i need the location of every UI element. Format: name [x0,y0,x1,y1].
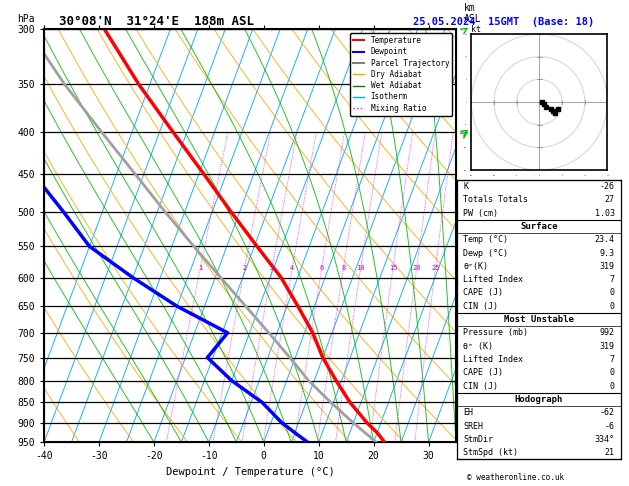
Text: StmSpd (kt): StmSpd (kt) [463,448,518,457]
Text: SREH: SREH [463,421,483,431]
Text: -6: -6 [605,421,615,431]
Text: 10: 10 [357,265,365,272]
Text: 1.03: 1.03 [595,208,615,218]
Text: StmDir: StmDir [463,435,493,444]
Text: PW (cm): PW (cm) [463,208,498,218]
Text: θᵉ (K): θᵉ (K) [463,342,493,351]
Text: kt: kt [471,25,481,34]
Text: 0: 0 [610,302,615,311]
Text: Surface: Surface [520,222,558,231]
Text: Dewp (°C): Dewp (°C) [463,248,508,258]
Text: Hodograph: Hodograph [515,395,563,404]
X-axis label: Dewpoint / Temperature (°C): Dewpoint / Temperature (°C) [165,467,335,477]
Text: Lifted Index: Lifted Index [463,355,523,364]
Text: 23.4: 23.4 [595,235,615,244]
Text: 25.05.2024  15GMT  (Base: 18): 25.05.2024 15GMT (Base: 18) [413,17,594,27]
Text: Temp (°C): Temp (°C) [463,235,508,244]
Text: Totals Totals: Totals Totals [463,195,528,204]
Text: 7: 7 [610,275,615,284]
Text: 2: 2 [243,265,247,272]
Y-axis label: Mixing Ratio (g/kg): Mixing Ratio (g/kg) [479,180,489,292]
Text: 30°08'N  31°24'E  188m ASL: 30°08'N 31°24'E 188m ASL [44,15,254,28]
Text: Pressure (mb): Pressure (mb) [463,329,528,337]
Text: -26: -26 [600,182,615,191]
Text: 25: 25 [431,265,440,272]
Text: 21: 21 [605,448,615,457]
Text: Most Unstable: Most Unstable [504,315,574,324]
Text: 6: 6 [320,265,324,272]
Text: 27: 27 [605,195,615,204]
Text: 992: 992 [600,329,615,337]
Text: CIN (J): CIN (J) [463,302,498,311]
Text: 8: 8 [342,265,345,272]
Text: CAPE (J): CAPE (J) [463,368,503,377]
Text: Lifted Index: Lifted Index [463,275,523,284]
Text: km
ASL: km ASL [464,2,482,24]
Text: CIN (J): CIN (J) [463,382,498,391]
Text: -62: -62 [600,408,615,417]
Legend: Temperature, Dewpoint, Parcel Trajectory, Dry Adiabat, Wet Adiabat, Isotherm, Mi: Temperature, Dewpoint, Parcel Trajectory… [350,33,452,116]
Text: EH: EH [463,408,473,417]
Text: 0: 0 [610,382,615,391]
Text: 319: 319 [600,342,615,351]
Text: 9.3: 9.3 [600,248,615,258]
Text: θᵉ(K): θᵉ(K) [463,262,488,271]
Text: 4: 4 [290,265,294,272]
Text: 3: 3 [270,265,274,272]
Text: 319: 319 [600,262,615,271]
Text: 20: 20 [413,265,421,272]
Text: 1: 1 [198,265,203,272]
Text: 15: 15 [389,265,397,272]
Text: © weatheronline.co.uk: © weatheronline.co.uk [467,473,564,482]
Text: CAPE (J): CAPE (J) [463,288,503,297]
Text: 0: 0 [610,368,615,377]
Text: 0: 0 [610,288,615,297]
Text: hPa: hPa [17,14,35,24]
Text: CL: CL [460,379,472,389]
Text: 334°: 334° [595,435,615,444]
Text: 7: 7 [610,355,615,364]
Text: K: K [463,182,468,191]
